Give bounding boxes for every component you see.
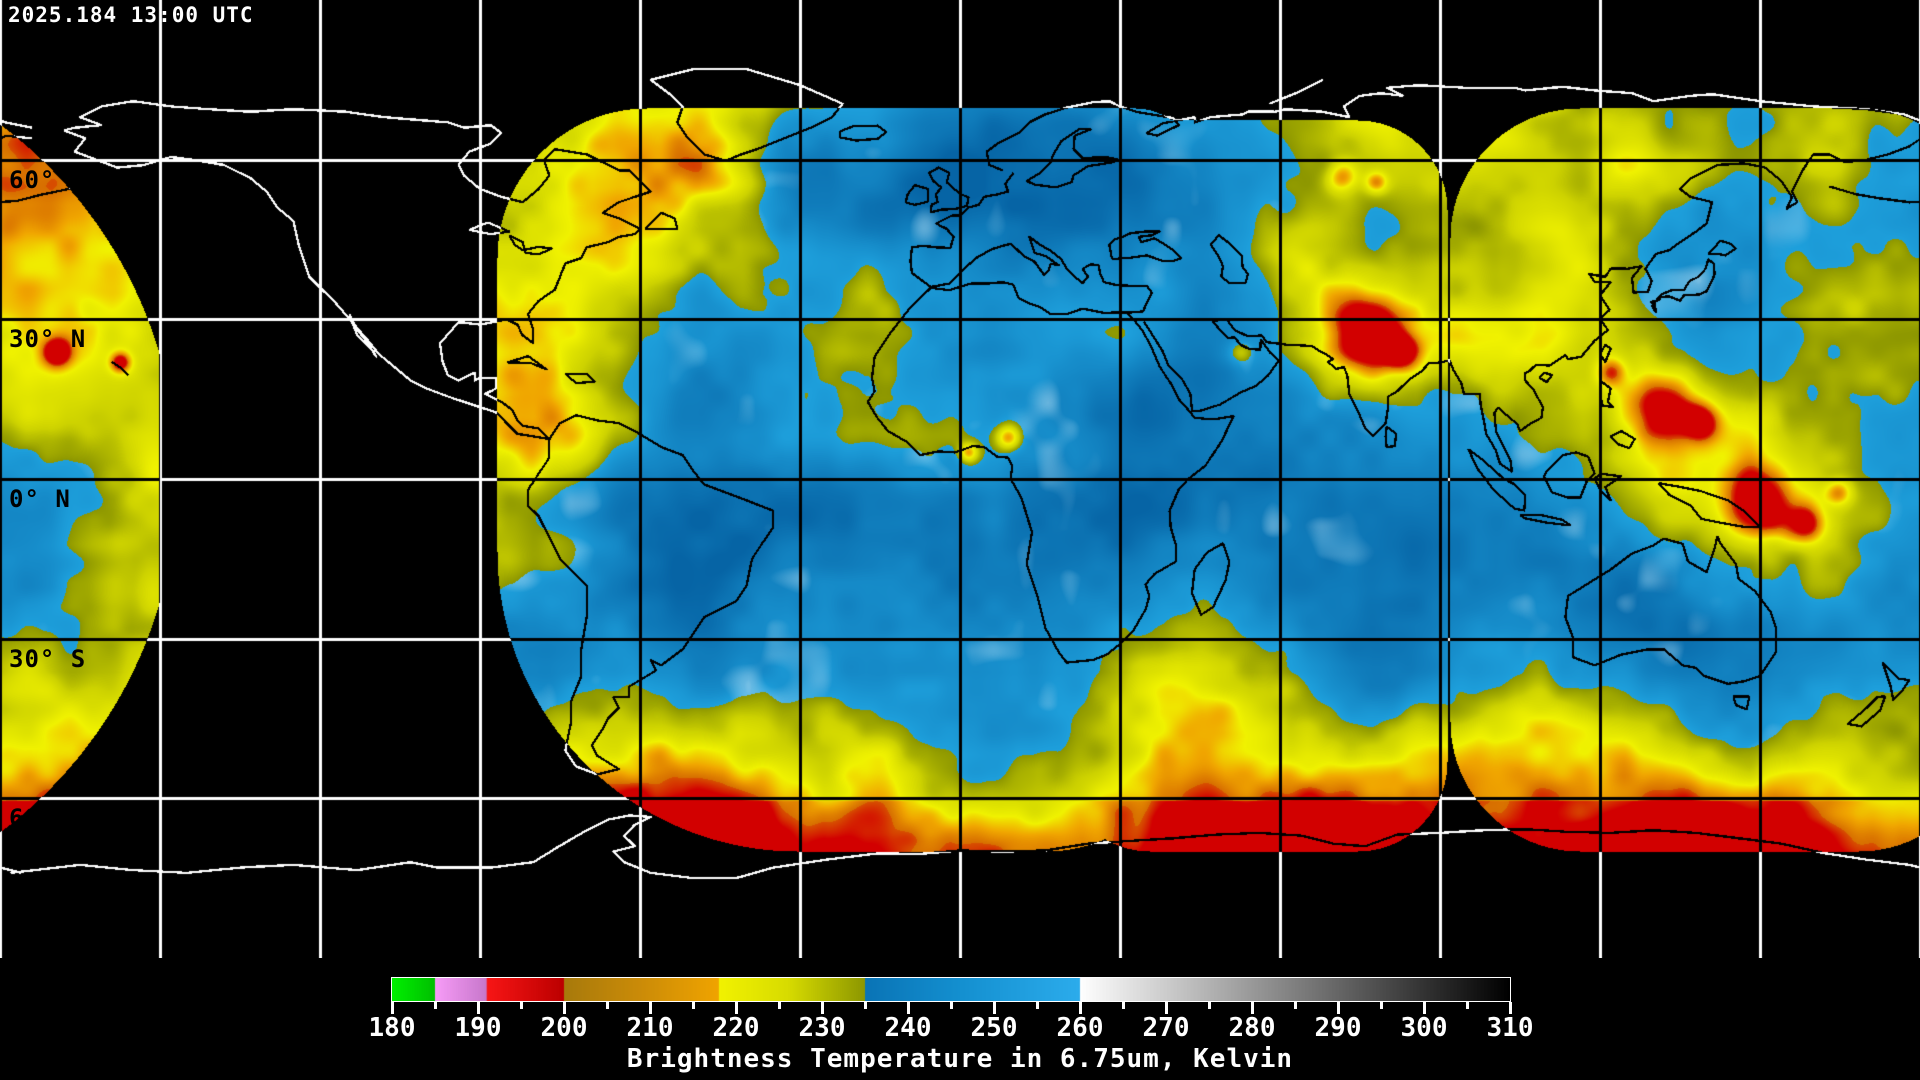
- colorbar-minor-tick: [1035, 1002, 1039, 1009]
- lat-label: 0° N: [9, 485, 71, 513]
- colorbar-minor-tick: [863, 1002, 867, 1009]
- colorbar-major-tick: [906, 1002, 910, 1014]
- lat-label: 30° S: [9, 645, 87, 673]
- lat-label: 60° S: [9, 804, 87, 832]
- colorbar-major-tick: [992, 1002, 996, 1014]
- colorbar-minor-tick: [519, 1002, 523, 1009]
- colorbar-minor-tick: [605, 1002, 609, 1009]
- colorbar-major-tick: [648, 1002, 652, 1014]
- colorbar-minor-tick: [433, 1002, 437, 1009]
- colorbar-major-tick: [562, 1002, 566, 1014]
- colorbar-minor-tick: [1293, 1002, 1297, 1009]
- colorbar-major-tick: [1336, 1002, 1340, 1014]
- colorbar-tick-label: 250: [970, 1013, 1018, 1043]
- colorbar: [391, 977, 1511, 1002]
- colorbar-minor-tick: [1465, 1002, 1469, 1009]
- colorbar-major-tick: [1422, 1002, 1426, 1014]
- colorbar-minor-tick: [777, 1002, 781, 1009]
- colorbar-minor-tick: [1207, 1002, 1211, 1009]
- colorbar-major-tick: [1250, 1002, 1254, 1014]
- colorbar-tick-label: 290: [1314, 1013, 1362, 1043]
- colorbar-caption: Brightness Temperature in 6.75um, Kelvin: [626, 1044, 1294, 1074]
- colorbar-minor-tick: [1121, 1002, 1125, 1009]
- timestamp: 2025.184 13:00 UTC: [8, 3, 254, 27]
- colorbar-major-tick: [390, 1002, 394, 1014]
- colorbar-tick-label: 210: [626, 1013, 674, 1043]
- colorbar-tick-label: 300: [1400, 1013, 1448, 1043]
- colorbar-major-tick: [1508, 1002, 1512, 1014]
- colorbar-tick-label: 310: [1486, 1013, 1534, 1043]
- map-canvas: [0, 0, 1920, 958]
- colorbar-tick-label: 240: [884, 1013, 932, 1043]
- colorbar-major-tick: [820, 1002, 824, 1014]
- colorbar-tick-label: 220: [712, 1013, 760, 1043]
- colorbar-major-tick: [1164, 1002, 1168, 1014]
- colorbar-minor-tick: [949, 1002, 953, 1009]
- colorbar-tick-label: 180: [368, 1013, 416, 1043]
- colorbar-major-tick: [1078, 1002, 1082, 1014]
- colorbar-minor-tick: [1379, 1002, 1383, 1009]
- colorbar-tick-label: 280: [1228, 1013, 1276, 1043]
- lat-label: 60° N: [9, 166, 87, 194]
- lat-label: 30° N: [9, 325, 87, 353]
- colorbar-tick-label: 200: [540, 1013, 588, 1043]
- colorbar-tick-label: 190: [454, 1013, 502, 1043]
- colorbar-minor-tick: [691, 1002, 695, 1009]
- colorbar-major-tick: [734, 1002, 738, 1014]
- colorbar-tick-label: 260: [1056, 1013, 1104, 1043]
- colorbar-major-tick: [476, 1002, 480, 1014]
- colorbar-gradient: [392, 978, 1510, 1001]
- colorbar-tick-label: 230: [798, 1013, 846, 1043]
- colorbar-tick-label: 270: [1142, 1013, 1190, 1043]
